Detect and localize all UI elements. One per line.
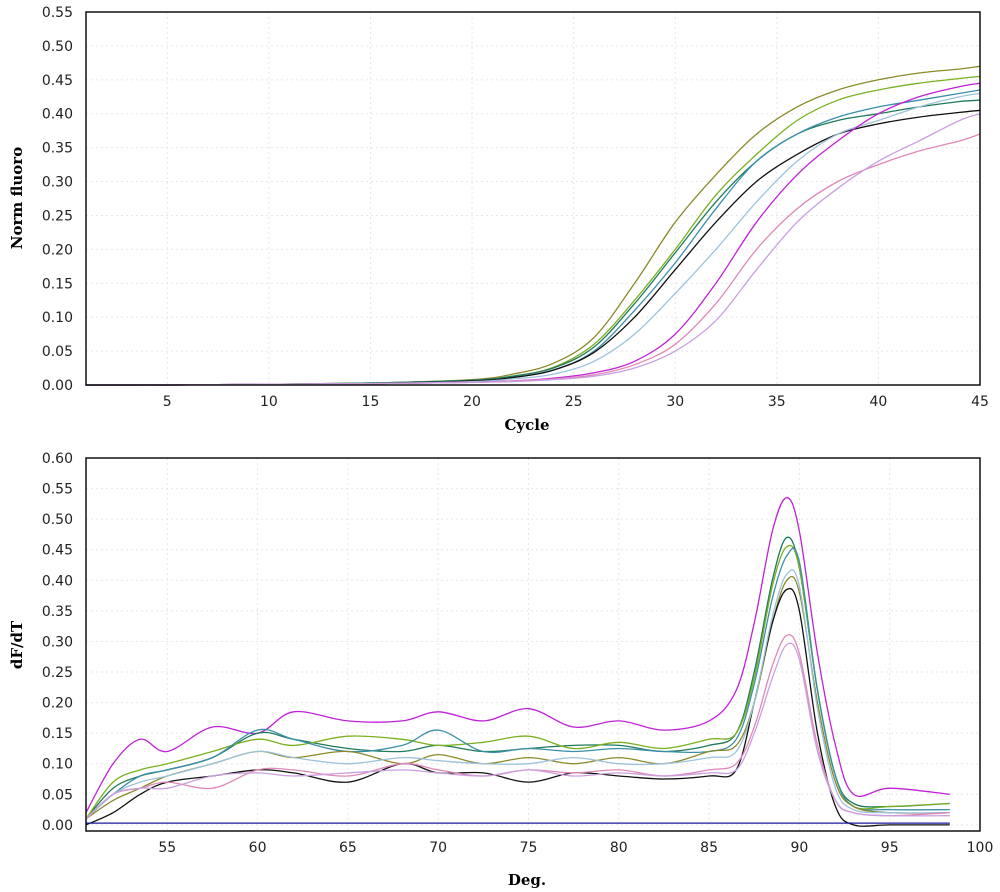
melt-series-line xyxy=(85,642,950,820)
melt-y-tick-label: 0.35 xyxy=(42,604,73,620)
amplification-grid xyxy=(86,12,980,385)
amplification-series-line xyxy=(85,133,981,386)
amplification-series-line xyxy=(85,113,981,386)
melt-grid xyxy=(86,458,980,831)
melt-y-tick-label: 0.50 xyxy=(42,512,73,528)
melt-x-axis-title: Deg. xyxy=(508,871,546,889)
amplification-y-tick-label: 0.35 xyxy=(42,141,73,157)
melt-y-tick-label: 0.10 xyxy=(42,757,73,773)
amplification-series-line xyxy=(85,92,981,386)
melt-y-tick-label: 0.20 xyxy=(42,696,73,712)
amplification-y-axis-title: Norm fluoro xyxy=(8,147,26,249)
melt-y-tick-label: 0.30 xyxy=(42,634,73,650)
melt-y-axis-title: dF/dT xyxy=(8,620,26,669)
melt-series xyxy=(85,497,950,827)
melt-curve-chart: 55 60 65 70 75 80 85 90 95 100 0.00 0.05 0.10 0.15 0.2… xyxy=(8,451,993,889)
melt-x-tick-label: 95 xyxy=(881,840,899,856)
melt-series-line xyxy=(85,547,950,820)
melt-series-line xyxy=(85,634,950,820)
melt-y-tick-label: 0.25 xyxy=(42,665,73,681)
amplification-y-tick-label: 0.45 xyxy=(42,73,73,89)
amplification-y-tick-label: 0.55 xyxy=(42,5,73,21)
melt-y-tick-label: 0.45 xyxy=(42,543,73,559)
melt-series-line xyxy=(85,544,950,820)
amplification-x-tick-label: 25 xyxy=(565,394,583,410)
amplification-y-tick-label: 0.05 xyxy=(42,344,73,360)
amplification-x-axis-title: Cycle xyxy=(504,416,549,434)
melt-x-tick-label: 80 xyxy=(610,840,628,856)
amplification-series-line xyxy=(85,109,981,386)
amplification-x-tick-label: 30 xyxy=(666,394,684,410)
melt-x-tick-label: 75 xyxy=(520,840,538,856)
amplification-y-tick-label: 0.00 xyxy=(42,378,73,394)
amplification-y-tick-label: 0.40 xyxy=(42,107,73,123)
melt-x-tick-label: 55 xyxy=(158,840,176,856)
melt-y-tick-label: 0.00 xyxy=(42,818,73,834)
melt-y-tick-label: 0.15 xyxy=(42,726,73,742)
melt-series-line xyxy=(85,569,950,820)
amplification-x-tick-label: 45 xyxy=(971,394,989,410)
amplification-series xyxy=(85,65,981,386)
amplification-y-tick-label: 0.10 xyxy=(42,310,73,326)
melt-x-tick-label: 85 xyxy=(700,840,718,856)
melt-x-tick-label: 100 xyxy=(967,840,994,856)
amplification-x-tick-label: 5 xyxy=(163,394,172,410)
melt-plot-frame xyxy=(85,457,981,832)
amplification-series-line xyxy=(85,75,981,386)
melt-tick-labels: 55 60 65 70 75 80 85 90 95 100 0.00 0.05 0.10 0.15 0.2… xyxy=(42,451,994,856)
amplification-y-tick-label: 0.30 xyxy=(42,175,73,191)
amplification-x-tick-label: 40 xyxy=(869,394,887,410)
amplification-x-tick-label: 15 xyxy=(362,394,380,410)
amplification-x-tick-label: 35 xyxy=(768,394,786,410)
amplification-x-tick-label: 20 xyxy=(463,394,481,410)
melt-y-tick-label: 0.60 xyxy=(42,451,73,467)
melt-y-tick-label: 0.05 xyxy=(42,787,73,803)
melt-y-tick-label: 0.55 xyxy=(42,482,73,498)
melt-series-line xyxy=(85,497,950,814)
melt-x-tick-label: 70 xyxy=(429,840,447,856)
melt-series-line xyxy=(85,536,950,820)
amplification-y-tick-label: 0.25 xyxy=(42,208,73,224)
amplification-x-tick-label: 10 xyxy=(260,394,278,410)
amplification-series-line xyxy=(85,82,981,386)
amplification-tick-labels: 5 10 15 20 25 30 35 40 45 0.00 0.05 0.10 0.15 0.20 0.2… xyxy=(42,5,989,410)
amplification-plot-frame xyxy=(85,11,981,386)
amplification-series-line xyxy=(85,99,981,386)
melt-series-line xyxy=(85,575,950,820)
amplification-chart: 5 10 15 20 25 30 35 40 45 0.00 0.05 0.10 0.15 0.20 0.2… xyxy=(8,5,989,434)
amplification-y-tick-label: 0.20 xyxy=(42,242,73,258)
melt-x-tick-label: 60 xyxy=(249,840,267,856)
melt-y-tick-label: 0.40 xyxy=(42,573,73,589)
amplification-y-tick-label: 0.50 xyxy=(42,39,73,55)
amplification-y-tick-label: 0.15 xyxy=(42,276,73,292)
melt-x-tick-label: 65 xyxy=(339,840,357,856)
melt-x-tick-label: 90 xyxy=(790,840,808,856)
